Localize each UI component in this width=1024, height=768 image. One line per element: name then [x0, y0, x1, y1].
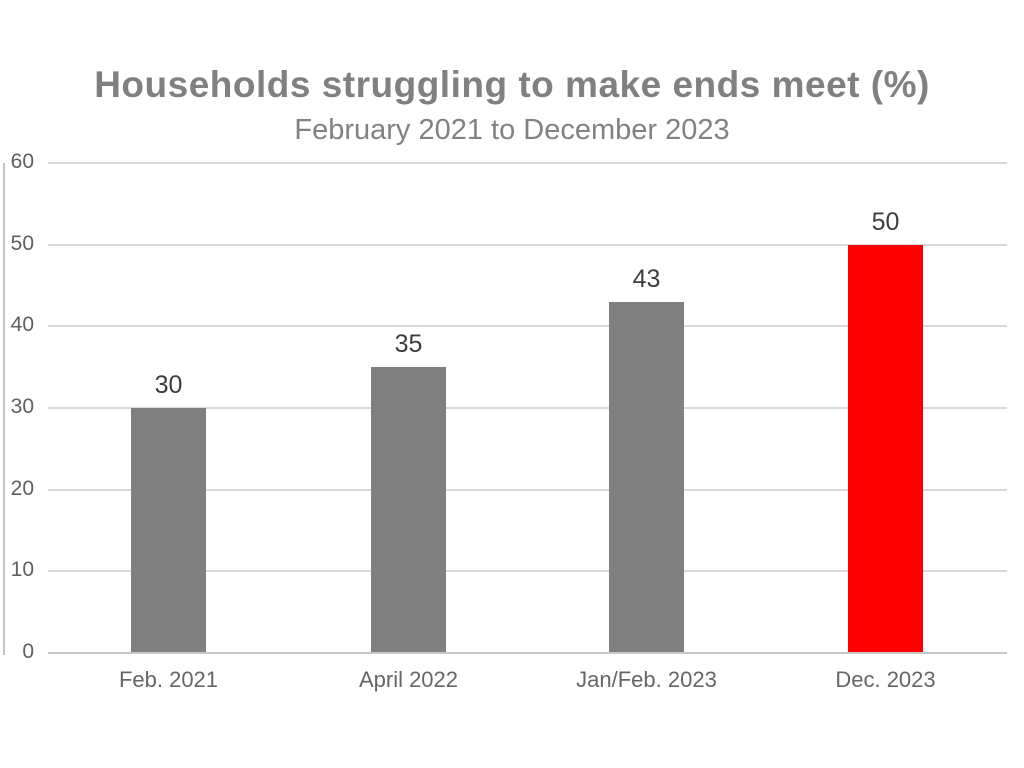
- y-axis-tick-label: 60: [10, 150, 34, 173]
- bar: [848, 245, 923, 652]
- chart-title: Households struggling to make ends meet …: [94, 64, 930, 105]
- bar: [609, 302, 684, 652]
- gridline: [48, 407, 1007, 409]
- bar-value-label: 35: [394, 330, 423, 358]
- x-axis-category-label: Jan/Feb. 2023: [576, 667, 717, 692]
- x-axis-category-label: Dec. 2023: [835, 667, 936, 692]
- bar: [131, 408, 206, 652]
- y-axis-tick-label: 40: [10, 313, 34, 337]
- y-axis-tick-label: 20: [10, 476, 34, 500]
- bar-value-label: 43: [632, 265, 661, 293]
- y-axis-line: [3, 163, 5, 655]
- gridline: [48, 488, 1007, 491]
- x-axis-category-label: April 2022: [358, 667, 459, 692]
- x-axis-category-label: Feb. 2021: [118, 667, 219, 692]
- gridline: [48, 325, 1007, 328]
- y-axis-tick-label: 0: [22, 640, 34, 663]
- y-axis-tick-label: 50: [10, 231, 34, 255]
- bar-value-label: 30: [154, 371, 183, 399]
- gridline: [48, 243, 1007, 246]
- bar: [371, 367, 446, 652]
- bar-value-label: 50: [871, 208, 900, 236]
- y-axis-tick-label: 30: [10, 395, 34, 418]
- chart-subtitle: February 2021 to December 2023: [294, 114, 730, 146]
- y-axis-tick-label: 10: [10, 558, 34, 582]
- gridline: [48, 162, 1007, 164]
- x-axis-line: [48, 652, 1007, 654]
- gridline: [48, 570, 1007, 573]
